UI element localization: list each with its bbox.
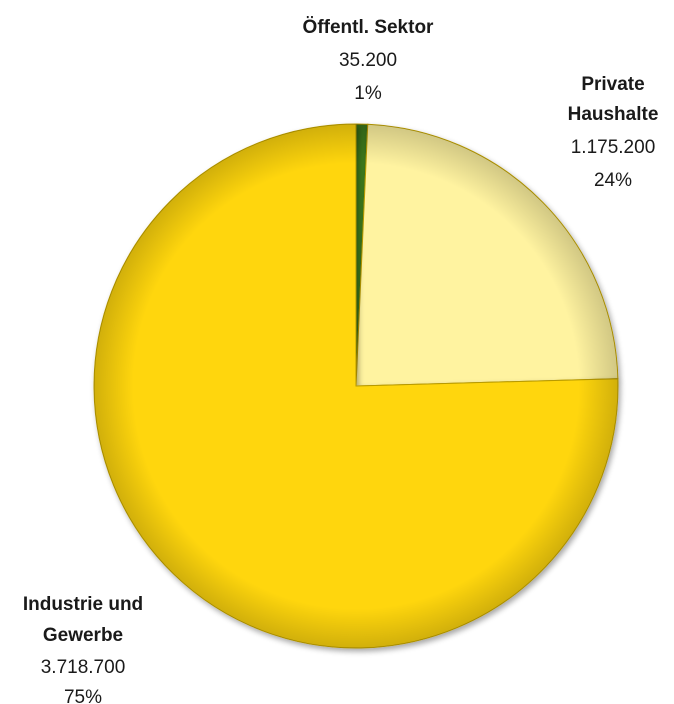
pie-slice-1 [356,124,618,386]
slice-name-line-2: Haushalte [568,104,659,125]
slice-label-private-haushalte: Private Haushalte 1.175.200 24% [568,74,659,191]
slice-label-industrie-und-gewerbe: Industrie und Gewerbe 3.718.700 75% [23,594,143,704]
slice-value: 3.718.700 [41,657,126,678]
slice-label-oeffentl-sektor: Öffentl. Sektor 35.200 1% [303,17,435,104]
slice-name-line-2: Gewerbe [43,625,123,646]
slice-percent: 75% [64,687,102,704]
slice-value: 1.175.200 [571,137,656,158]
slice-name-line-1: Industrie und [23,594,143,615]
slice-percent: 1% [354,83,382,104]
slice-value: 35.200 [339,50,397,71]
slice-name-line-1: Private [581,74,644,95]
slice-name: Öffentl. Sektor [303,17,435,38]
slice-percent: 24% [594,170,632,191]
